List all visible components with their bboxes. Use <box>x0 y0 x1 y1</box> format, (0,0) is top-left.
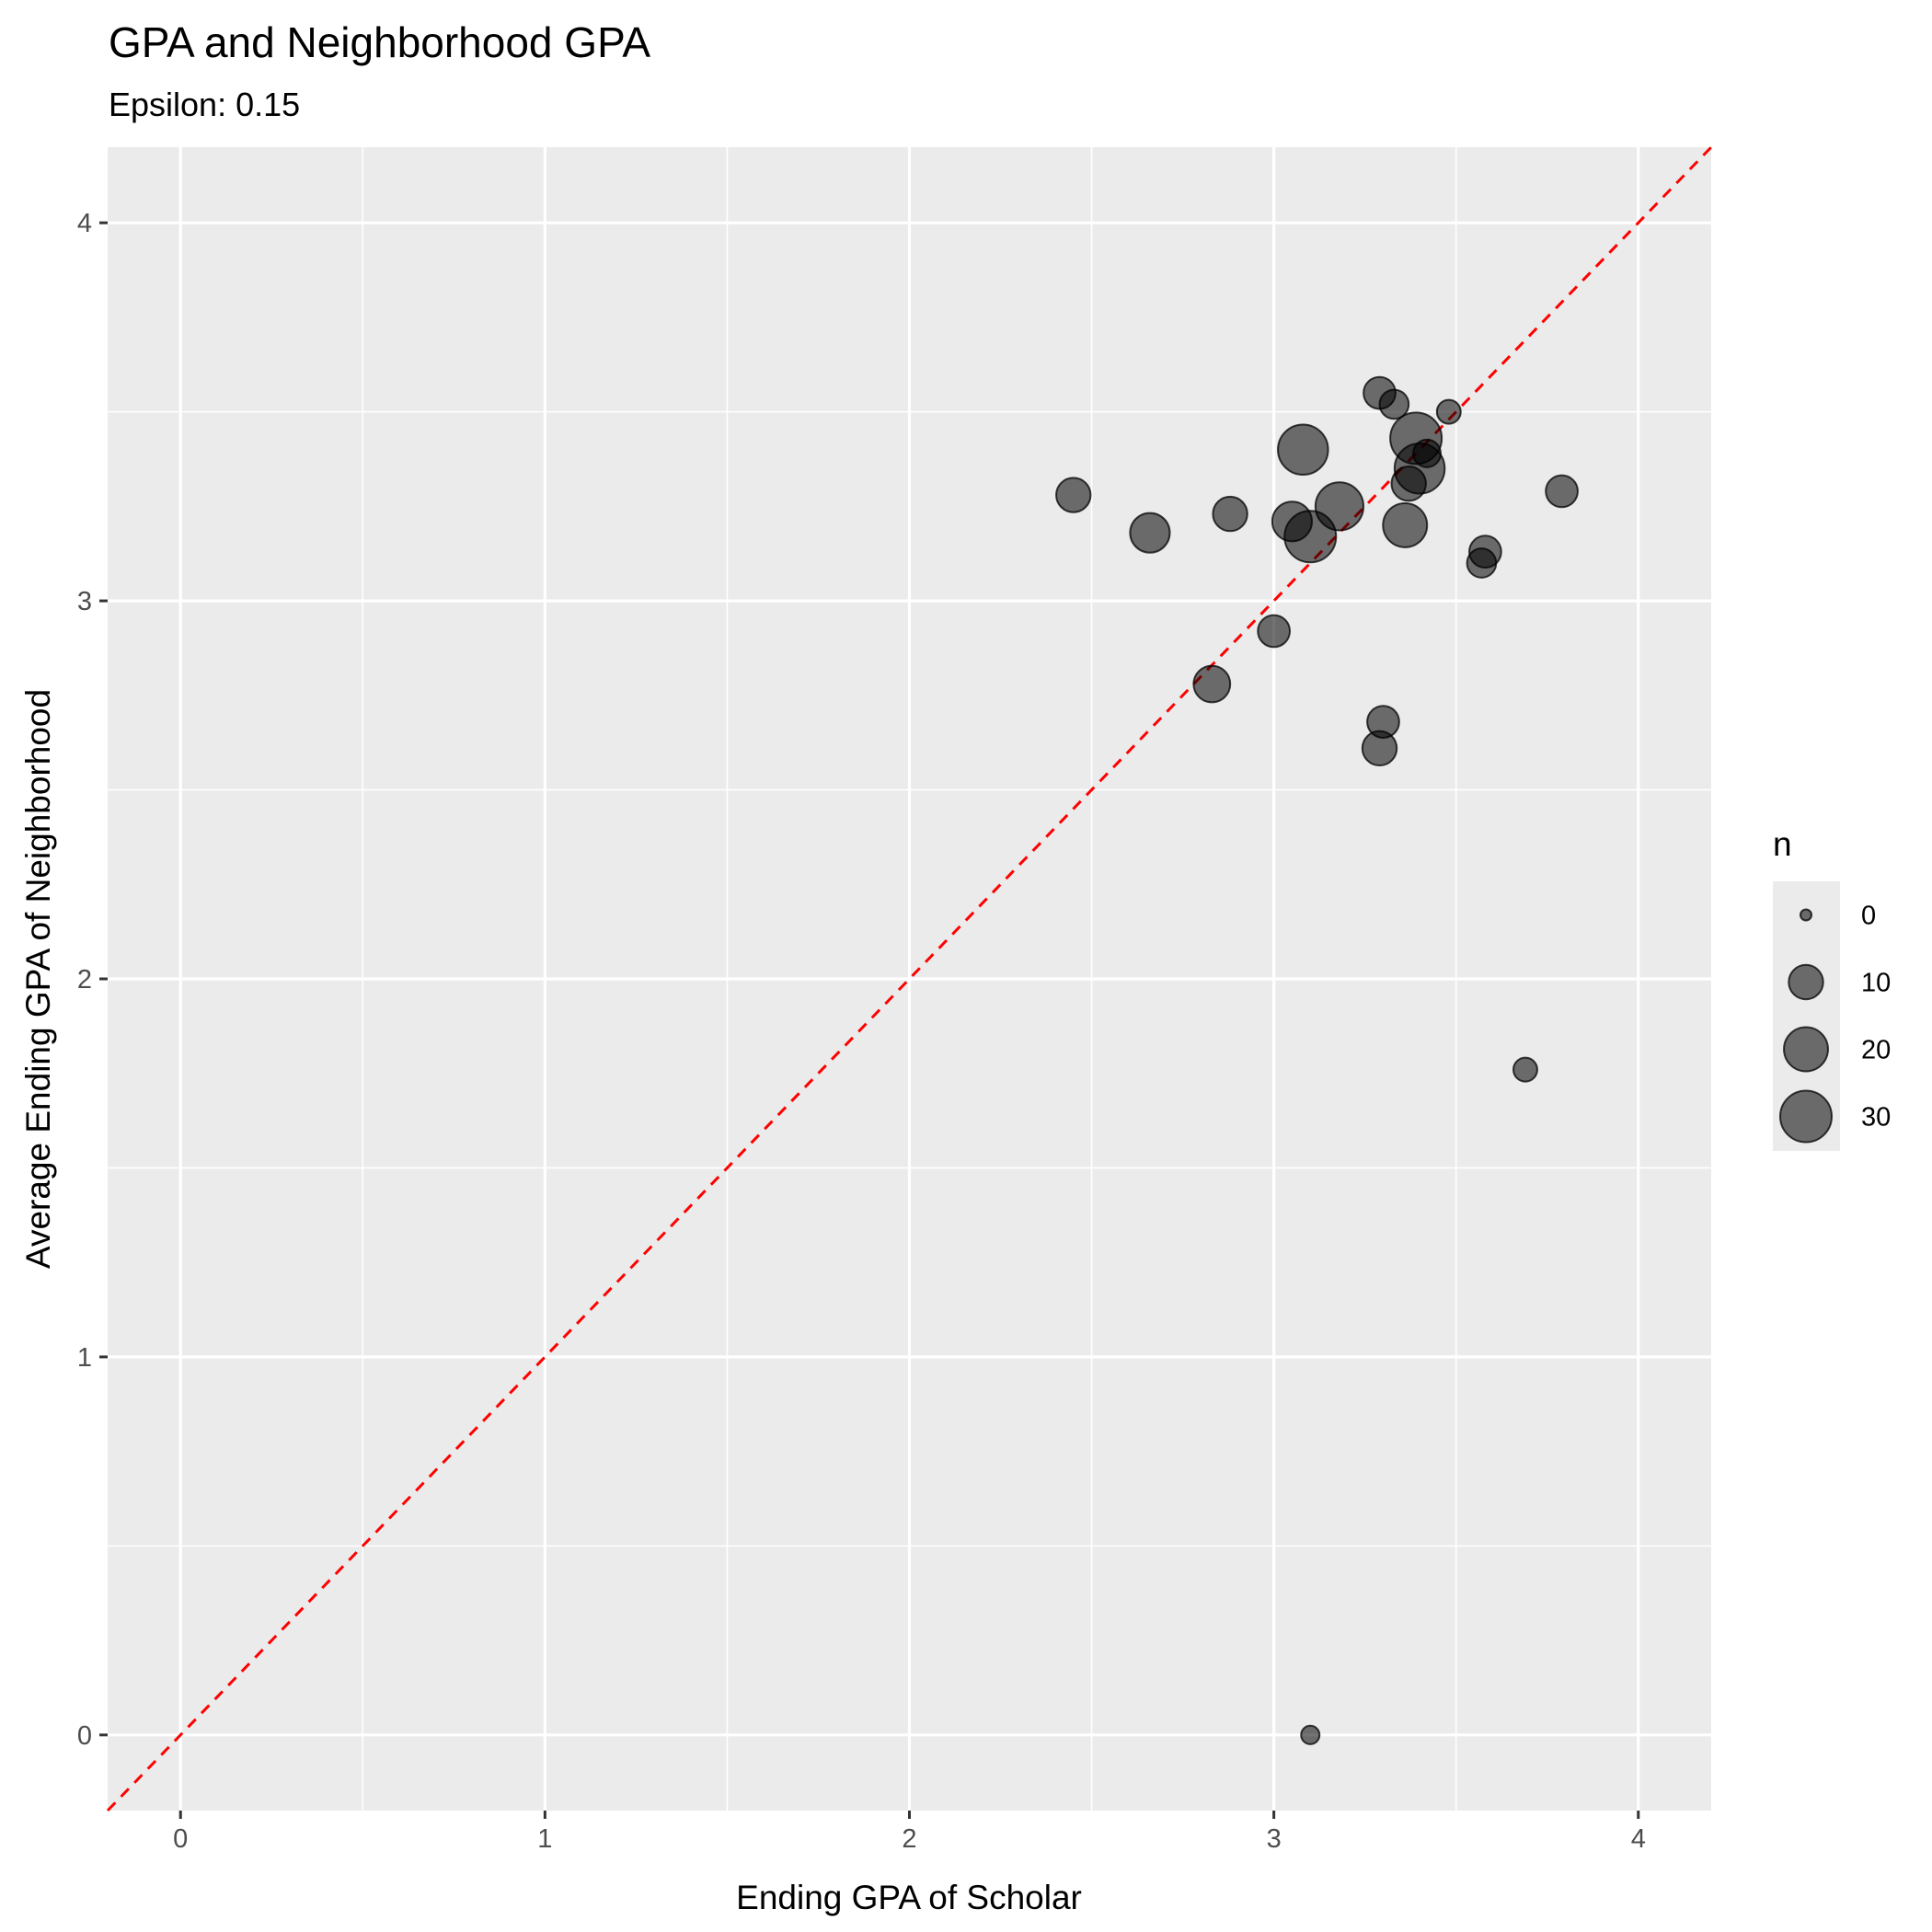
points-layer <box>1055 375 1579 1745</box>
y-tick-label: 4 <box>77 209 92 238</box>
x-axis: 0 1 2 3 4 <box>173 1811 1646 1854</box>
data-point <box>1361 730 1398 767</box>
size-legend: n 0 10 20 30 <box>1773 825 1891 1151</box>
data-point <box>1300 1724 1321 1745</box>
legend-key-label: 10 <box>1861 969 1891 998</box>
y-tick-label: 2 <box>77 965 92 995</box>
legend-key-circle <box>1779 1089 1833 1144</box>
legend-key-circle <box>1788 963 1824 1001</box>
x-tick-label: 0 <box>173 1824 188 1854</box>
legend-key-label: 30 <box>1861 1103 1891 1133</box>
data-point <box>1055 477 1092 513</box>
legend-key-label: 0 <box>1861 902 1876 931</box>
chart-title: GPA and Neighborhood GPA <box>109 18 650 66</box>
x-tick-label: 2 <box>902 1824 916 1854</box>
data-point <box>1192 664 1232 704</box>
data-point <box>1257 614 1291 649</box>
data-point <box>1412 438 1442 468</box>
data-point <box>1435 398 1462 425</box>
data-point <box>1378 388 1410 420</box>
grid-major <box>108 147 1711 1811</box>
y-tick-label: 0 <box>77 1721 92 1751</box>
legend-key-circle <box>1783 1026 1829 1073</box>
legend-keys: 0 10 20 30 <box>1779 902 1891 1144</box>
legend-key-label: 20 <box>1861 1036 1891 1065</box>
data-point <box>1277 423 1329 476</box>
x-tick-label: 4 <box>1631 1824 1646 1854</box>
legend-title: n <box>1773 825 1792 863</box>
chart-subtitle: Epsilon: 0.15 <box>109 86 300 123</box>
x-tick-label: 1 <box>537 1824 552 1854</box>
data-point <box>1212 495 1248 533</box>
data-point <box>1512 1056 1538 1083</box>
data-point <box>1314 481 1365 532</box>
data-point <box>1468 535 1502 569</box>
y-axis-title: Average Ending GPA of Neighborhood <box>19 689 57 1269</box>
data-point <box>1382 501 1429 548</box>
y-tick-label: 1 <box>77 1343 92 1373</box>
x-axis-title: Ending GPA of Scholar <box>736 1879 1082 1916</box>
data-point <box>1545 474 1579 509</box>
legend-key-circle <box>1800 908 1812 922</box>
data-point <box>1129 512 1171 554</box>
y-axis: 0 1 2 3 4 <box>77 209 108 1751</box>
y-tick-label: 3 <box>77 587 92 616</box>
x-tick-label: 3 <box>1267 1824 1282 1854</box>
